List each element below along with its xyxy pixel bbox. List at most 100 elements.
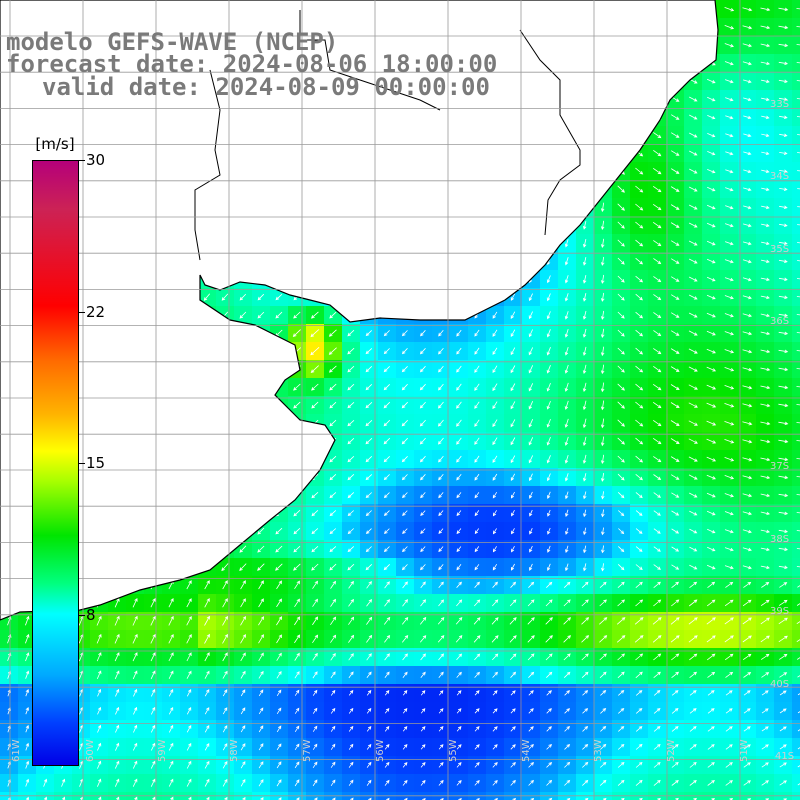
wind-arrow	[510, 473, 516, 481]
wind-arrow	[779, 133, 788, 137]
wind-arrow	[725, 97, 734, 102]
wind-arrow	[474, 455, 480, 463]
wind-arrow	[293, 383, 301, 391]
wind-arrow	[617, 401, 625, 409]
wind-arrow	[671, 599, 680, 607]
wind-arrow	[724, 385, 735, 390]
wind-arrow	[456, 419, 462, 427]
wind-arrow	[204, 580, 210, 590]
wind-arrow	[456, 329, 462, 337]
wind-arrow	[706, 240, 716, 246]
wind-arrow	[347, 546, 355, 553]
wind-arrow	[582, 454, 587, 464]
wind-arrow	[330, 580, 336, 589]
wind-arrow	[688, 186, 698, 192]
wind-arrow	[778, 367, 789, 372]
wind-arrow	[168, 633, 174, 644]
wind-arrow	[438, 329, 444, 337]
wind-speed-cell	[792, 198, 800, 216]
wind-arrow	[438, 347, 444, 355]
wind-arrow	[583, 545, 587, 554]
wind-arrow	[419, 401, 426, 409]
wind-arrow	[419, 455, 426, 463]
wind-arrow	[419, 419, 426, 427]
wind-arrow	[760, 43, 771, 48]
wind-arrow	[760, 277, 770, 282]
wind-speed-cell	[792, 630, 800, 648]
wind-arrow	[706, 420, 717, 426]
wind-arrow	[311, 546, 319, 553]
wind-arrow	[438, 564, 444, 571]
wind-arrow	[257, 563, 265, 571]
wind-arrow	[670, 617, 680, 625]
wind-arrow	[456, 401, 462, 409]
wind-arrow	[582, 436, 587, 447]
wind-arrow	[456, 455, 462, 463]
wind-arrow	[778, 313, 789, 318]
wind-arrow	[670, 330, 680, 336]
wind-arrow	[688, 312, 698, 318]
wind-arrow	[366, 581, 372, 589]
wind-arrow	[778, 385, 789, 390]
wind-arrow	[347, 347, 355, 355]
wind-arrow	[329, 492, 337, 499]
wind-arrow	[797, 224, 800, 226]
lon-label-58w: 58W	[229, 739, 240, 762]
wind-arrow	[564, 275, 569, 284]
wind-arrow	[707, 115, 716, 120]
wind-arrow	[546, 347, 551, 356]
wind-arrow	[329, 510, 337, 517]
wind-arrow	[653, 474, 662, 480]
wind-arrow	[294, 634, 301, 644]
wind-arrow	[510, 401, 516, 410]
wind-arrow	[779, 169, 788, 173]
wind-arrow	[760, 349, 771, 354]
wind-arrow	[311, 383, 319, 391]
wind-arrow	[474, 401, 480, 409]
wind-arrow	[742, 475, 753, 480]
wind-arrow	[706, 402, 717, 408]
wind-arrow	[437, 437, 444, 445]
wind-arrow	[778, 331, 789, 336]
wind-arrow	[601, 491, 605, 500]
wind-arrow	[563, 599, 571, 607]
wind-arrow	[760, 439, 771, 444]
wind-arrow	[492, 383, 498, 392]
wind-arrow	[455, 617, 463, 625]
wind-arrow	[778, 7, 789, 12]
wind-arrow	[634, 617, 644, 625]
wind-arrow	[761, 97, 770, 102]
wind-speed-cell	[792, 360, 800, 378]
wind-speed-cell	[792, 0, 800, 18]
wind-arrow	[492, 473, 498, 481]
wind-arrow	[510, 293, 516, 301]
wind-arrow	[438, 528, 444, 535]
wind-arrow	[600, 220, 605, 231]
wind-arrow	[760, 617, 770, 625]
wind-arrow	[456, 564, 462, 571]
wind-arrow	[635, 293, 643, 301]
wind-speed-cell	[792, 540, 800, 558]
wind-arrow	[653, 456, 662, 463]
wind-arrow	[310, 365, 319, 373]
wind-arrow	[635, 510, 643, 516]
wind-arrow	[778, 43, 789, 48]
lat-label-35s: 35S	[770, 244, 790, 255]
wind-arrow	[688, 384, 698, 390]
wind-arrow	[329, 455, 337, 463]
wind-arrow	[670, 474, 680, 480]
wind-arrow	[492, 581, 498, 588]
wind-arrow	[652, 437, 662, 445]
wind-arrow	[132, 597, 138, 608]
wind-arrow	[293, 545, 301, 553]
wind-arrow	[635, 365, 644, 373]
wind-arrow	[796, 494, 800, 496]
wind-arrow	[670, 402, 680, 408]
wind-arrow	[796, 26, 800, 28]
wind-arrow	[635, 437, 644, 445]
wind-arrow	[420, 599, 427, 607]
wind-arrow	[310, 311, 319, 319]
wind-arrow	[725, 169, 734, 174]
wind-arrow	[510, 581, 517, 588]
wind-arrow	[186, 633, 192, 644]
